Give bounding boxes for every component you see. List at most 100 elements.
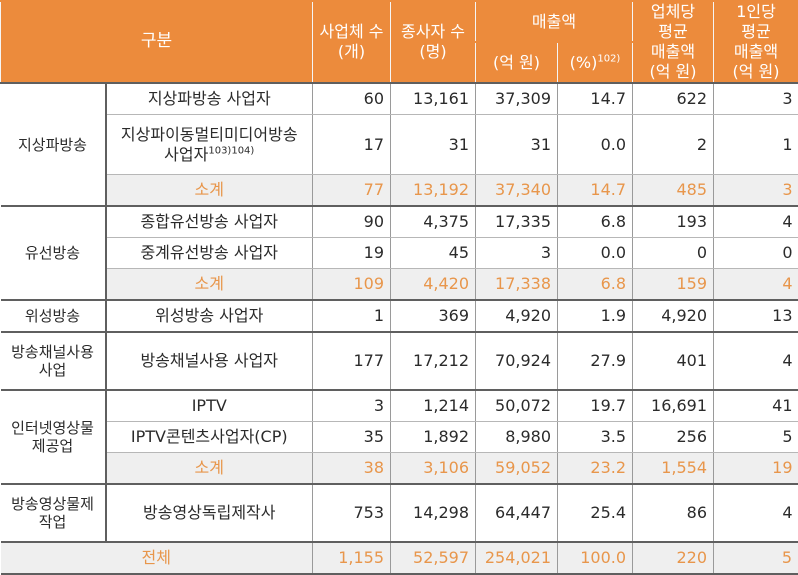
group-label: 유선방송 xyxy=(1,206,106,300)
header-sales-amount-unit: (억 원) xyxy=(476,42,558,83)
cell-avg-person: 13 xyxy=(714,300,798,332)
subtotal-employees: 4,420 xyxy=(391,268,476,300)
cell-employees: 1,214 xyxy=(391,390,476,422)
row-label-footnote: 103)104) xyxy=(208,145,254,156)
header-avg-per-company-unit: (억 원) xyxy=(650,62,697,81)
cell-sales-amount: 37,309 xyxy=(476,83,558,115)
subtotal-businesses: 77 xyxy=(313,175,391,207)
subtotal-sales-amount: 17,338 xyxy=(476,268,558,300)
header-avg-per-person-line3: 매출액 xyxy=(734,42,778,61)
cell-sales-amount: 64,447 xyxy=(476,484,558,542)
subtotal-sales-pct: 23.2 xyxy=(558,452,633,484)
header-avg-per-person-unit: (억 원) xyxy=(733,62,780,81)
header-sales-pct-text: (%) xyxy=(570,53,598,72)
cell-employees: 1,892 xyxy=(391,421,476,452)
row-label: 종합유선방송 사업자 xyxy=(106,206,313,238)
subtotal-sales-amount: 37,340 xyxy=(476,175,558,207)
row-label: 지상파이동멀티미디어방송 사업자103)104) xyxy=(106,115,313,175)
cell-avg-company: 0 xyxy=(633,238,714,269)
cell-sales-pct: 27.9 xyxy=(558,332,633,390)
grand-total-avg-person: 5 xyxy=(714,542,798,574)
cell-avg-company: 401 xyxy=(633,332,714,390)
cell-businesses: 17 xyxy=(313,115,391,175)
row-label: 방송채널사용 사업자 xyxy=(106,332,313,390)
cell-avg-person: 1 xyxy=(714,115,798,175)
cell-avg-company: 86 xyxy=(633,484,714,542)
cell-avg-person: 3 xyxy=(714,83,798,115)
row-label: IPTV xyxy=(106,390,313,422)
header-avg-per-person-line1: 1인당 xyxy=(736,2,776,21)
header-avg-per-company-line1: 업체당 xyxy=(651,2,695,21)
cell-avg-person: 0 xyxy=(714,238,798,269)
cell-avg-company: 256 xyxy=(633,421,714,452)
cell-businesses: 753 xyxy=(313,484,391,542)
cell-employees: 13,161 xyxy=(391,83,476,115)
grand-total-label: 전체 xyxy=(1,542,313,574)
header-sales-group: 매출액 xyxy=(476,1,633,42)
cell-avg-company: 16,691 xyxy=(633,390,714,422)
header-businesses: 사업체 수 (개) xyxy=(313,1,391,83)
grand-total-sales-pct: 100.0 xyxy=(558,542,633,574)
header-employees: 종사자 수 (명) xyxy=(391,1,476,83)
group-label: 방송영상물제작업 xyxy=(1,484,106,542)
subtotal-avg-person: 19 xyxy=(714,452,798,484)
cell-sales-amount: 8,980 xyxy=(476,421,558,452)
cell-avg-person: 4 xyxy=(714,206,798,238)
cell-sales-amount: 31 xyxy=(476,115,558,175)
subtotal-employees: 13,192 xyxy=(391,175,476,207)
cell-businesses: 35 xyxy=(313,421,391,452)
subtotal-businesses: 38 xyxy=(313,452,391,484)
header-businesses-unit: (개) xyxy=(338,42,365,61)
header-avg-per-company: 업체당 평균 매출액 (억 원) xyxy=(633,1,714,83)
subtotal-avg-person: 4 xyxy=(714,268,798,300)
cell-avg-company: 622 xyxy=(633,83,714,115)
cell-businesses: 90 xyxy=(313,206,391,238)
grand-total-avg-company: 220 xyxy=(633,542,714,574)
cell-employees: 45 xyxy=(391,238,476,269)
header-sales-pct-unit: (%)102) xyxy=(558,42,633,83)
subtotal-label: 소계 xyxy=(106,452,313,484)
cell-sales-pct: 0.0 xyxy=(558,115,633,175)
grand-total-businesses: 1,155 xyxy=(313,542,391,574)
cell-avg-person: 5 xyxy=(714,421,798,452)
cell-avg-company: 4,920 xyxy=(633,300,714,332)
row-label: 위성방송 사업자 xyxy=(106,300,313,332)
grand-total-sales-amount: 254,021 xyxy=(476,542,558,574)
cell-sales-pct: 0.0 xyxy=(558,238,633,269)
cell-employees: 14,298 xyxy=(391,484,476,542)
cell-avg-company: 2 xyxy=(633,115,714,175)
cell-sales-pct: 19.7 xyxy=(558,390,633,422)
header-sales-pct-footnote: 102) xyxy=(597,53,620,64)
cell-employees: 369 xyxy=(391,300,476,332)
subtotal-avg-company: 485 xyxy=(633,175,714,207)
cell-sales-pct: 25.4 xyxy=(558,484,633,542)
group-label: 지상파방송 xyxy=(1,83,106,206)
cell-avg-person: 4 xyxy=(714,484,798,542)
header-row-1: 구분 사업체 수 (개) 종사자 수 (명) 매출액 업체당 평균 매출액 (억… xyxy=(1,1,798,42)
header-avg-per-company-line2: 평균 xyxy=(658,22,687,41)
header-employees-unit: (명) xyxy=(419,42,446,61)
row-label: 중계유선방송 사업자 xyxy=(106,238,313,269)
header-employees-label: 종사자 수 xyxy=(401,22,465,41)
subtotal-employees: 3,106 xyxy=(391,452,476,484)
cell-employees: 31 xyxy=(391,115,476,175)
cell-sales-amount: 4,920 xyxy=(476,300,558,332)
subtotal-avg-company: 159 xyxy=(633,268,714,300)
cell-sales-pct: 6.8 xyxy=(558,206,633,238)
group-label: 방송채널사용 사업 xyxy=(1,332,106,390)
group-label: 위성방송 xyxy=(1,300,106,332)
header-avg-per-person: 1인당 평균 매출액 (억 원) xyxy=(714,1,798,83)
subtotal-sales-amount: 59,052 xyxy=(476,452,558,484)
subtotal-avg-company: 1,554 xyxy=(633,452,714,484)
group-label: 인터넷영상물 제공업 xyxy=(1,390,106,484)
cell-employees: 17,212 xyxy=(391,332,476,390)
subtotal-businesses: 109 xyxy=(313,268,391,300)
cell-businesses: 177 xyxy=(313,332,391,390)
